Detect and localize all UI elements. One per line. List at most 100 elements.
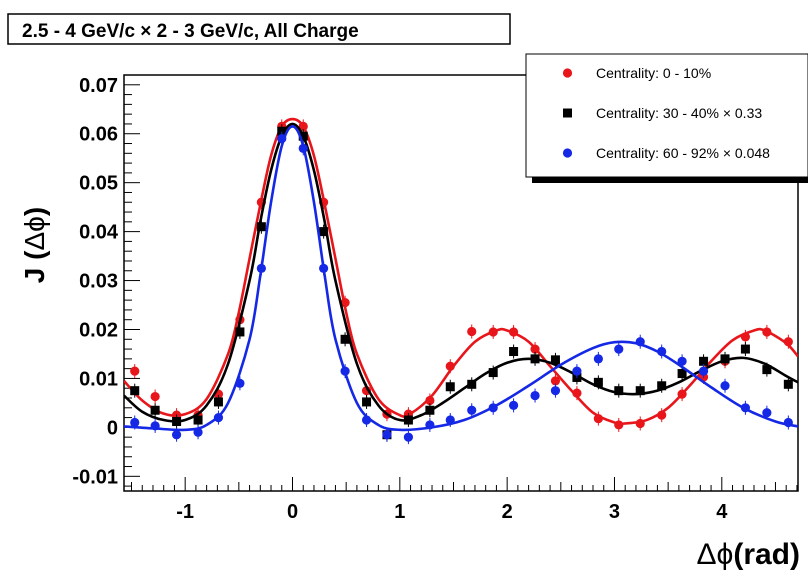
data-point (677, 389, 687, 399)
data-point (530, 344, 540, 354)
data-point (550, 376, 561, 386)
data-point (150, 421, 160, 431)
x-tick-label: -1 (176, 501, 194, 523)
y-tick-label: 0.07 (79, 75, 118, 97)
data-point (614, 344, 624, 354)
x-tick-label: 1 (394, 501, 405, 523)
data-point (445, 415, 455, 425)
data-point (467, 405, 477, 415)
series-3 (124, 125, 798, 445)
data-point (319, 227, 329, 237)
data-point (130, 417, 140, 428)
y-tick-label: 0.05 (79, 173, 118, 195)
data-point (677, 356, 687, 366)
x-tick-label: 0 (287, 501, 298, 523)
data-point (171, 430, 182, 440)
legend-label: Centrality: 30 - 40% × 0.33 (596, 105, 762, 121)
legend-marker (562, 148, 573, 158)
data-point (425, 420, 435, 430)
data-point (572, 388, 582, 398)
data-point (382, 430, 392, 440)
data-point (657, 381, 667, 391)
y-tick-label: 0.06 (79, 124, 118, 146)
y-tick-label: 0.04 (79, 222, 119, 244)
data-point (298, 143, 308, 154)
y-axis-title: J (Δϕ) (19, 207, 50, 283)
data-point (235, 378, 245, 388)
data-point (488, 368, 498, 378)
y-tick-label: 0 (107, 417, 118, 439)
legend-box (525, 53, 808, 178)
y-axis-title-suffix: ) (19, 207, 50, 216)
data-point (256, 263, 266, 273)
data-point (403, 432, 414, 442)
x-axis-title-suffix: (rad) (733, 538, 800, 571)
fit-curve-2 (124, 122, 798, 423)
data-point (635, 386, 645, 396)
plot-area: -1 0 1 2 3 4 -0.01 0 0.01 0.02 0.03 0.04 0.05 0.06 0.0… (72, 74, 799, 523)
x-axis-title: Δϕ(rad) (696, 538, 800, 571)
data-point (319, 263, 329, 273)
data-point (698, 366, 709, 376)
data-point (740, 332, 751, 342)
data-point (530, 390, 540, 401)
data-point (740, 344, 750, 354)
data-point (488, 327, 498, 337)
data-point (445, 361, 455, 371)
data-point (488, 403, 498, 413)
y-tick-label: 0.03 (79, 271, 118, 293)
data-point (340, 334, 350, 344)
data-point (445, 382, 455, 392)
y-tick-label: -0.01 (72, 466, 118, 488)
x-tick-label: 4 (716, 501, 728, 523)
data-point (193, 427, 203, 437)
data-point (467, 379, 477, 389)
data-point (298, 131, 308, 141)
data-point (193, 415, 203, 425)
y-axis-title-symbol: Δϕ (19, 216, 50, 250)
y-tick-label: 0.02 (79, 319, 118, 341)
data-point (256, 222, 266, 232)
legend-label: Centrality: 60 - 92% × 0.048 (596, 145, 770, 161)
data-point (425, 395, 435, 406)
chart-title: 2.5 - 4 GeV/c × 2 - 3 GeV/c, All Charge (22, 21, 359, 42)
data-point (150, 405, 160, 415)
data-point (172, 417, 182, 427)
data-point (614, 420, 624, 430)
y-axis-title-prefix: J ( (19, 250, 50, 283)
data-point (425, 405, 435, 415)
data-point (720, 381, 730, 391)
data-point (677, 369, 687, 379)
data-point (740, 403, 751, 413)
x-tick-label: 3 (609, 501, 620, 523)
data-point (340, 297, 350, 308)
data-point (657, 410, 667, 420)
x-tick-label: 2 (502, 501, 513, 523)
data-point (277, 134, 287, 144)
data-point (762, 408, 772, 418)
data-point (783, 417, 793, 428)
legend-marker (562, 68, 573, 78)
data-point (150, 391, 160, 402)
legend-marker (563, 108, 572, 118)
data-point (657, 346, 667, 357)
y-tick-label: 0.01 (79, 368, 118, 390)
data-point (508, 400, 519, 410)
data-point (235, 327, 245, 337)
legend-label: Centrality: 0 - 10% (596, 65, 711, 81)
plot-frame (123, 74, 799, 492)
x-axis-title-prefix: Δϕ (696, 538, 733, 571)
data-point (509, 347, 519, 357)
data-point (550, 386, 561, 396)
data-point (340, 366, 350, 376)
data-point (403, 415, 413, 425)
data-point (130, 386, 140, 396)
data-point (213, 412, 224, 423)
data-point (699, 356, 709, 366)
data-point (614, 386, 624, 396)
data-point (130, 366, 140, 376)
data-point (362, 397, 372, 407)
data-point (550, 355, 560, 365)
data-point (467, 326, 477, 337)
